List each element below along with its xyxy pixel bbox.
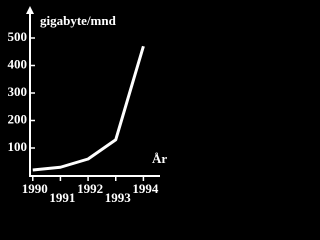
- x-tick-label: 1990: [22, 181, 48, 196]
- y-axis-arrow: [26, 6, 34, 14]
- x-tick-label: 1992: [77, 181, 103, 196]
- y-tick-label: 400: [8, 56, 28, 71]
- y-tick-label: 300: [8, 84, 28, 99]
- y-tick-label: 500: [8, 29, 28, 44]
- data-line: [32, 45, 145, 172]
- y-tick-label: 200: [8, 111, 28, 126]
- x-tick-label: 1994: [132, 181, 159, 196]
- x-tick-label: 1991: [49, 190, 75, 205]
- chart: gigabyte/mnd År 100200300400500199019911…: [0, 0, 188, 211]
- x-tick-label: 1993: [105, 190, 132, 205]
- y-tick-label: 100: [8, 139, 28, 154]
- background: [0, 0, 188, 211]
- x-axis-label: År: [152, 151, 167, 166]
- chart-title: gigabyte/mnd: [40, 13, 117, 28]
